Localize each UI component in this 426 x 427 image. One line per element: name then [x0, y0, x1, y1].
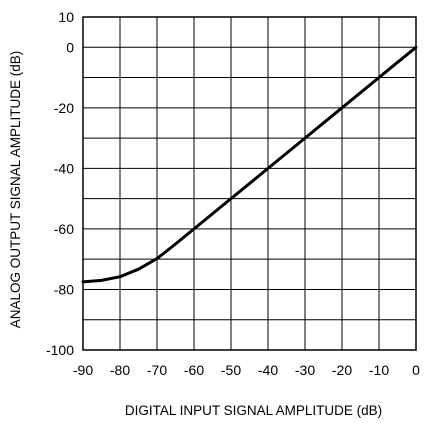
series-layer	[81, 45, 418, 284]
y-tick-label: -100	[46, 342, 74, 358]
x-tick-label: -60	[184, 362, 204, 378]
series-line-0	[81, 45, 418, 284]
x-tick-label: 0	[412, 362, 420, 378]
x-tick-label: -40	[258, 362, 278, 378]
x-tick-label: -20	[332, 362, 352, 378]
x-tick-label: -10	[369, 362, 389, 378]
y-tick-label: -60	[54, 221, 74, 237]
y-tick-label: -40	[54, 160, 74, 176]
y-tick-label: 0	[66, 39, 74, 55]
x-tick-label: -70	[147, 362, 167, 378]
y-axis-title: ANALOG OUTPUT SIGNAL AMPLITUDE (dB)	[8, 51, 23, 329]
x-axis-title: DIGITAL INPUT SIGNAL AMPLITUDE (dB)	[125, 403, 382, 418]
y-tick-labels: 10 0 -20 -40 -60 -80 -100	[46, 9, 74, 358]
plot-frame	[82, 16, 417, 351]
x-tick-labels: -90 -80 -70 -60 -50 -40 -30 -20 -10 0	[73, 362, 420, 378]
y-tick-label: -20	[54, 100, 74, 116]
y-tick-label: -80	[54, 281, 74, 297]
x-tick-label: -80	[110, 362, 130, 378]
y-tick-label: 10	[58, 9, 74, 25]
x-tick-label: -50	[221, 362, 241, 378]
x-tick-label: -30	[295, 362, 315, 378]
x-tick-label: -90	[73, 362, 93, 378]
